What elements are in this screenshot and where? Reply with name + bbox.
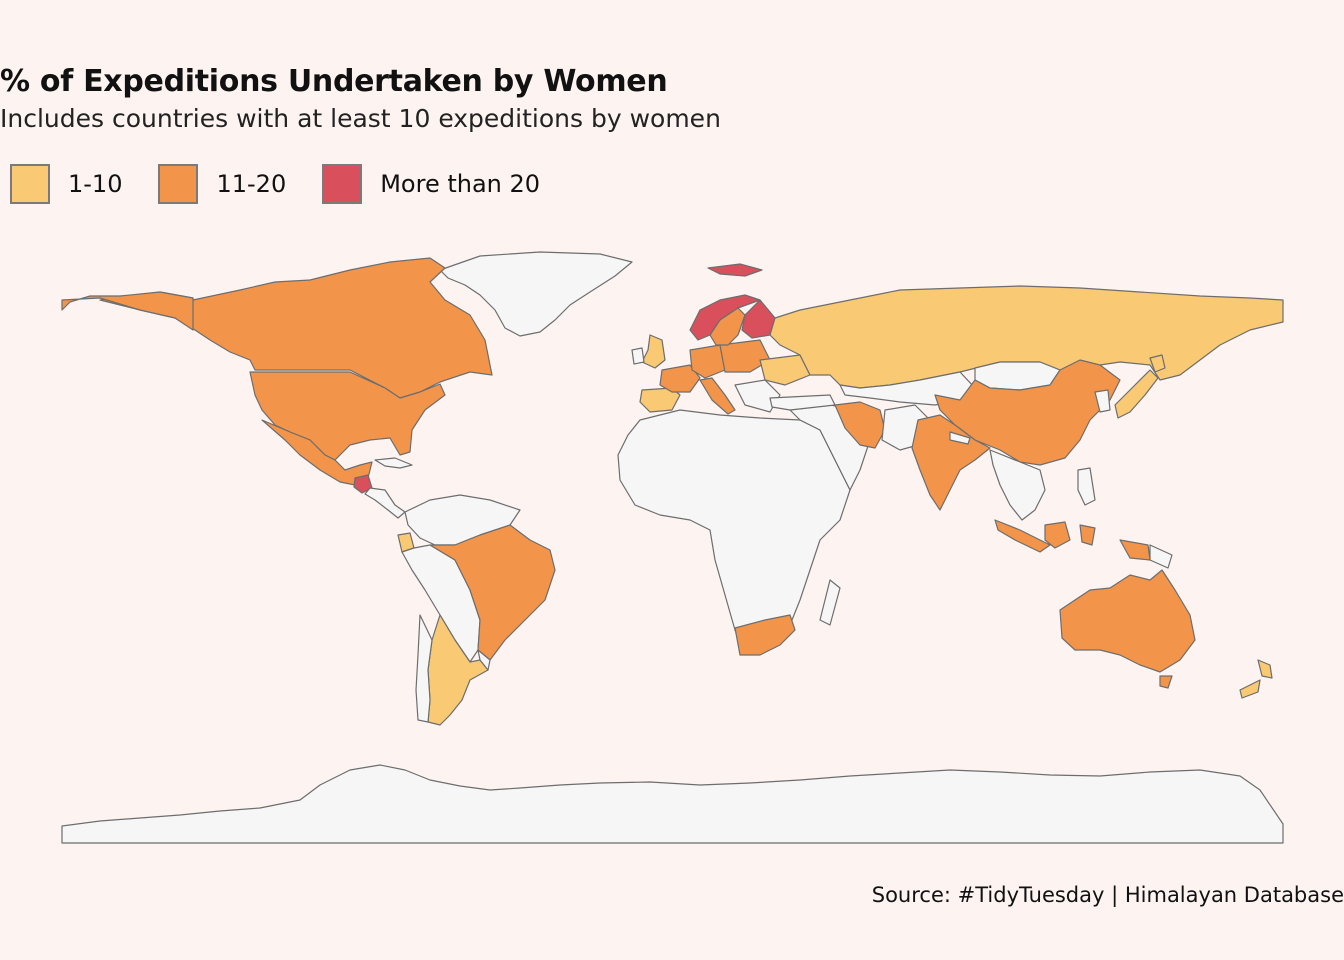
- country-indonesia-papua: [1119, 539, 1151, 561]
- country-new-zealand-south: [1239, 679, 1261, 699]
- country-svalbard: [707, 263, 763, 277]
- country-new-zealand: [1257, 659, 1273, 679]
- country-central-america: [364, 487, 406, 519]
- country-guatemala: [353, 474, 373, 494]
- legend-item-1-10: 1-10: [10, 164, 122, 204]
- country-canada: [99, 257, 493, 399]
- country-mexico: [261, 419, 373, 486]
- chart-subtitle: Includes countries with at least 10 expe…: [0, 104, 721, 133]
- country-norway: [689, 294, 761, 341]
- country-indonesia-borneo: [1044, 521, 1071, 549]
- country-philippines: [1077, 467, 1096, 506]
- country-tasmania: [1159, 675, 1173, 689]
- country-poland: [719, 339, 771, 373]
- legend-swatch-more-than-20: [322, 164, 363, 204]
- country-papua-new-guinea: [1149, 544, 1173, 569]
- legend-item-more-than-20: More than 20: [322, 164, 540, 204]
- country-uk: [641, 334, 666, 369]
- country-turkey: [769, 394, 836, 411]
- country-france: [659, 364, 701, 393]
- country-china: [934, 359, 1121, 466]
- country-south-africa: [734, 614, 796, 656]
- source-caption: Source: #TidyTuesday | Himalayan Databas…: [871, 883, 1344, 907]
- country-japan: [1114, 369, 1159, 419]
- country-cuba: [374, 457, 413, 469]
- country-antarctica: [61, 764, 1284, 844]
- country-africa: [617, 409, 851, 656]
- legend-label-more-than-20: More than 20: [380, 170, 541, 198]
- country-uruguay: [477, 649, 491, 671]
- country-greenland: [439, 251, 633, 337]
- country-iran: [834, 401, 886, 449]
- country-india: [911, 414, 991, 511]
- legend-label-1-10: 1-10: [68, 170, 123, 198]
- country-germany: [689, 344, 726, 379]
- country-brazil: [429, 524, 556, 661]
- country-ireland: [631, 347, 645, 365]
- chart-title: % of Expeditions Undertaken by Women: [0, 64, 668, 99]
- legend-label-11-20: 11-20: [216, 170, 287, 198]
- country-ukraine: [759, 354, 811, 386]
- legend-swatch-1-10: [10, 164, 50, 204]
- country-usa-alaska: [61, 291, 194, 331]
- country-australia: [1059, 569, 1196, 673]
- country-indonesia-east: [1079, 524, 1096, 546]
- legend-item-11-20: 11-20: [158, 164, 286, 204]
- country-chile: [415, 614, 433, 723]
- country-japan-north: [1149, 354, 1166, 373]
- country-korea: [1094, 389, 1111, 413]
- country-indonesia: [994, 519, 1051, 553]
- country-finland: [741, 299, 776, 339]
- country-madagascar: [819, 579, 841, 626]
- country-nepal: [949, 431, 971, 445]
- world-map: [61, 251, 1284, 844]
- country-italy: [699, 377, 736, 415]
- legend: 1-10 11-20 More than 20: [10, 164, 576, 204]
- country-sweden: [709, 307, 746, 346]
- country-southeast-asia: [989, 449, 1046, 521]
- legend-swatch-11-20: [158, 164, 199, 204]
